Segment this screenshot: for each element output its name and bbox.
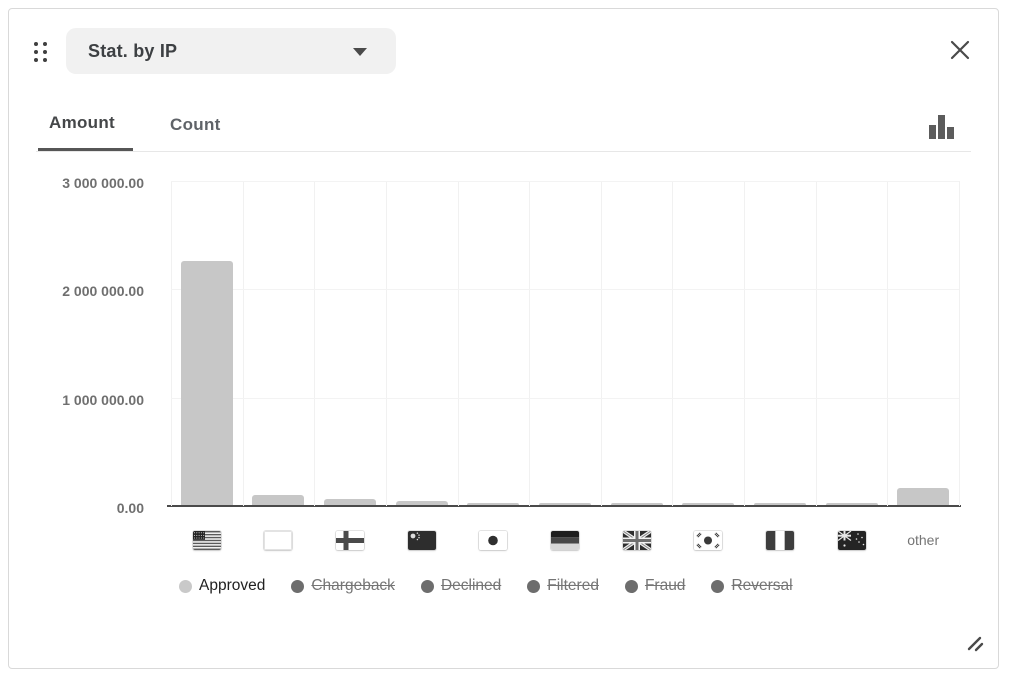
y-tick-label: 2 000 000.00: [62, 283, 144, 300]
legend-item-filtered[interactable]: Filtered: [527, 577, 599, 595]
bar-unknown[interactable]: [252, 494, 305, 505]
vertical-gridline: [744, 181, 746, 506]
bar-us[interactable]: [180, 261, 233, 505]
legend-label: Filtered: [547, 577, 599, 594]
bar-fi[interactable]: [324, 499, 377, 505]
horizontal-gridline: [171, 397, 959, 399]
legend-dot: [527, 579, 541, 593]
vertical-gridline: [457, 181, 459, 506]
tabs-row: Amount Count: [36, 98, 971, 152]
tab-count[interactable]: Count: [170, 114, 221, 134]
vertical-gridline: [314, 181, 316, 506]
x-axis-flags: other: [171, 528, 959, 552]
flag-ng-icon: [744, 528, 816, 552]
bar-gb[interactable]: [610, 503, 663, 505]
bar-chart-icon[interactable]: [929, 113, 957, 139]
bar-au[interactable]: [825, 503, 878, 505]
legend-item-declined[interactable]: Declined: [420, 577, 502, 595]
vertical-gridline: [887, 181, 889, 506]
bar-kr[interactable]: [682, 503, 735, 505]
vertical-gridline: [242, 181, 244, 506]
other-label: other: [907, 532, 940, 548]
chart-legend: Approved Chargeback Declined Filtered Fraud R…: [179, 577, 793, 595]
bar-other[interactable]: [897, 487, 950, 505]
legend-label: Approved: [199, 577, 266, 594]
x-label-other: other: [887, 528, 959, 552]
legend-item-fraud[interactable]: Fraud: [624, 577, 686, 595]
flag-fi-icon: [314, 528, 386, 552]
legend-dot: [291, 579, 305, 593]
flag-cn-icon: [386, 528, 458, 552]
widget-title: Stat. by IP: [88, 40, 178, 61]
legend-dot: [420, 579, 434, 593]
flag-au-icon: [816, 528, 888, 552]
vertical-gridline: [385, 181, 387, 506]
bar-jp[interactable]: [467, 503, 520, 505]
bar-cn[interactable]: [395, 501, 448, 505]
chevron-down-icon: [353, 48, 367, 56]
y-tick-label: 1 000 000.00: [62, 391, 144, 408]
legend-label: Chargeback: [311, 577, 395, 594]
legend-dot: [624, 579, 638, 593]
legend-dot: [711, 579, 725, 593]
horizontal-gridline: [171, 289, 959, 291]
flag-unknown-icon: [243, 528, 315, 552]
drag-handle-icon[interactable]: [34, 42, 47, 63]
y-tick-label: 0.00: [116, 500, 144, 516]
close-icon: [950, 40, 970, 60]
bar-ng[interactable]: [753, 503, 806, 505]
horizontal-gridline: [171, 181, 959, 182]
vertical-gridline: [959, 181, 960, 506]
vertical-gridline: [171, 181, 172, 506]
legend-item-chargeback[interactable]: Chargeback: [291, 577, 395, 595]
legend-label: Reversal: [731, 577, 793, 594]
tab-amount[interactable]: Amount: [38, 98, 134, 151]
legend-item-approved[interactable]: Approved: [179, 577, 265, 595]
flag-gb-icon: [601, 528, 673, 552]
vertical-gridline: [529, 181, 531, 506]
vertical-gridline: [600, 181, 602, 506]
resize-handle-icon[interactable]: [965, 633, 987, 655]
vertical-gridline: [815, 181, 817, 506]
legend-label: Declined: [440, 577, 502, 594]
bar-de[interactable]: [539, 503, 591, 505]
flag-us-icon: [171, 528, 243, 552]
flag-de-icon: [529, 528, 601, 552]
x-axis-baseline: [167, 505, 961, 507]
legend-label: Fraud: [644, 577, 686, 594]
legend-item-reversal[interactable]: Reversal: [711, 577, 793, 595]
vertical-gridline: [672, 181, 674, 506]
plot-area: [167, 181, 961, 507]
widget-card: Stat. by IP Amount Count 3 000 000.00 2 0…: [8, 8, 999, 669]
close-button[interactable]: [948, 38, 972, 62]
legend-dot: [179, 579, 192, 593]
flag-kr-icon: [672, 528, 744, 552]
y-tick-label: 3 000 000.00: [62, 175, 144, 191]
widget-selector-dropdown[interactable]: Stat. by IP: [66, 28, 396, 74]
flag-jp-icon: [458, 528, 530, 552]
